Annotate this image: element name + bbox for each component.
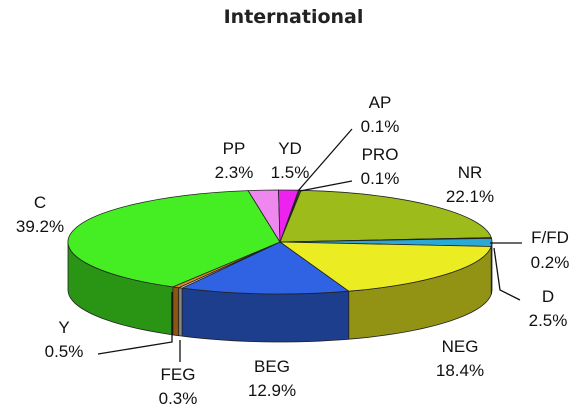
pie-tops: [67, 189, 493, 295]
pie-slice-beg: [180, 241, 350, 295]
slice-label-pro: PRO: [362, 145, 399, 164]
pie-slice-nr: [279, 189, 492, 243]
leader-line-ap: [297, 128, 353, 192]
leader-line-d: [493, 247, 521, 301]
leader-lines: [97, 128, 522, 362]
slice-labels: AP 0.1% PRO 0.1% NR 22.1% F/FD 0.2% D 2.5% NEG 18.4…: [16, 93, 569, 408]
slice-value-ap: 0.1%: [361, 117, 400, 136]
pie-side-feg: [178, 287, 183, 337]
slice-value-pp: 2.3%: [215, 163, 254, 182]
slice-value-neg: 18.4%: [436, 361, 484, 380]
slice-label-yd: YD: [278, 139, 302, 158]
slice-value-feg: 0.3%: [159, 389, 198, 408]
pie-sides: [67, 241, 493, 343]
slice-value-beg: 12.9%: [248, 381, 296, 400]
slice-label-neg: NEG: [442, 337, 479, 356]
slice-value-pro: 0.1%: [361, 169, 400, 188]
slice-label-ap: AP: [369, 93, 392, 112]
slice-label-beg: BEG: [254, 357, 290, 376]
pie-slice-c: [67, 190, 281, 288]
slice-label-y: Y: [58, 318, 69, 337]
slice-label-d: D: [542, 287, 554, 306]
slice-label-feg: FEG: [161, 365, 196, 384]
slice-label-c: C: [34, 193, 46, 212]
leader-line-y: [97, 292, 173, 355]
slice-value-yd: 1.5%: [271, 163, 310, 182]
slice-label-pp: PP: [223, 139, 246, 158]
pie-side-beg: [181, 287, 350, 343]
slice-value-y: 0.5%: [45, 342, 84, 361]
slice-value-nr: 22.1%: [446, 187, 494, 206]
pie-slice-neg: [278, 241, 492, 292]
slice-label-f-fd: F/FD: [531, 228, 569, 247]
pie-side-y: [172, 286, 180, 337]
leader-line-pro: [299, 180, 353, 192]
slice-value-f-fd: 0.2%: [531, 253, 570, 272]
chart-title: International: [223, 6, 364, 28]
slice-value-c: 39.2%: [16, 217, 64, 236]
slice-value-d: 2.5%: [529, 311, 568, 330]
slice-label-nr: NR: [458, 163, 483, 182]
